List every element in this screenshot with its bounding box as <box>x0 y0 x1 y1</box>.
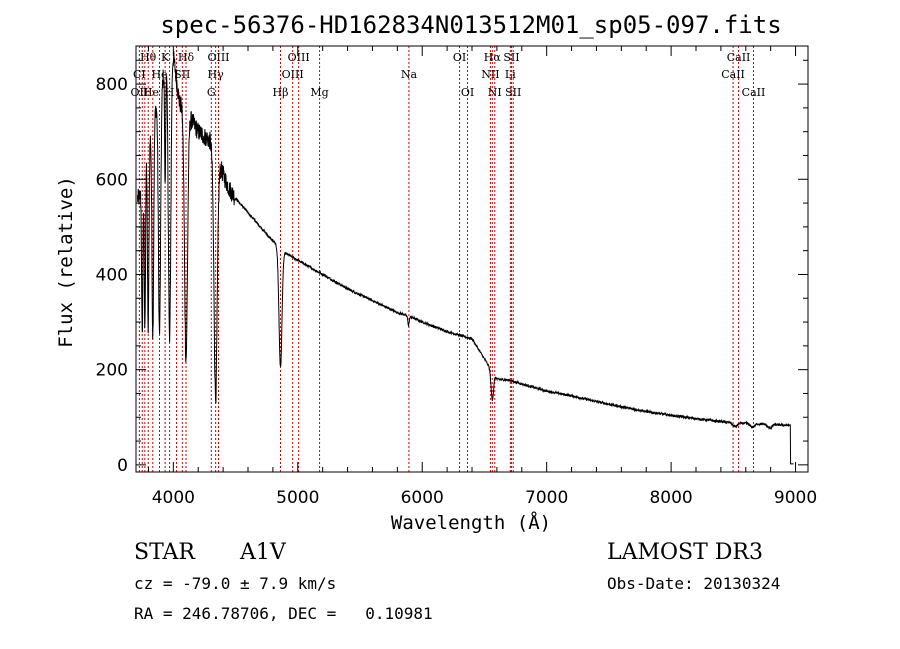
line-label: Li <box>505 68 516 81</box>
line-label: CI <box>133 68 146 81</box>
line-label: OII <box>131 86 149 99</box>
line-label: OIII <box>288 51 310 64</box>
y-tick-label: 800 <box>96 75 128 95</box>
line-label: He <box>151 68 167 81</box>
line-label: CaII <box>742 86 766 99</box>
line-label: OIII <box>207 51 229 64</box>
star-subclass: A1V <box>240 540 286 565</box>
line-label: SII <box>505 86 521 99</box>
x-tick-label: 7000 <box>525 488 568 508</box>
coords-text: RA = 246.78706, DEC = 0.10981 <box>134 604 433 623</box>
line-label: H <box>165 86 175 99</box>
line-label: Mg <box>310 86 328 99</box>
line-markers <box>138 46 754 472</box>
survey-name: LAMOST DR3 <box>607 540 763 565</box>
line-label: CaII <box>721 68 745 81</box>
plot-frame <box>135 45 809 473</box>
y-tick-label: 400 <box>96 265 128 285</box>
redshift-text: cz = -79.0 ± 7.9 km/s <box>134 574 337 593</box>
line-label: Na <box>401 68 418 81</box>
x-tick-label: 9000 <box>774 488 817 508</box>
x-tick-label: 5000 <box>276 488 319 508</box>
y-tick-label: 600 <box>96 170 128 190</box>
line-label: OIII <box>282 68 304 81</box>
line-label: SII <box>503 51 519 64</box>
line-label: Hγ <box>208 68 225 81</box>
star-class: STAR <box>134 540 195 565</box>
chart-title: spec-56376-HD162834N013512M01_sp05-097.f… <box>160 11 781 39</box>
line-label: Hδ <box>178 51 195 64</box>
line-label: OI <box>453 51 466 64</box>
x-tick-label: 8000 <box>649 488 692 508</box>
obs-date-text: Obs-Date: 20130324 <box>607 574 781 593</box>
x-tick-label: 4000 <box>152 488 195 508</box>
x-axis-label: Wavelength (Å) <box>391 511 551 534</box>
spectrum-line <box>137 51 794 465</box>
y-axis-label: Flux (relative) <box>55 176 77 348</box>
line-label: CaII <box>727 51 751 64</box>
line-label: SII <box>174 68 190 81</box>
line-label: Hθ <box>140 51 157 64</box>
line-label: K <box>161 51 170 64</box>
axis-ticks: 4000 5000 6000 7000 8000 9000 0 200 400 600 800 <box>96 46 817 508</box>
line-label: NII <box>481 68 499 81</box>
x-tick-label: 6000 <box>401 488 444 508</box>
line-label: OI <box>461 86 474 99</box>
line-label: He <box>143 86 159 99</box>
line-label: G <box>207 86 216 99</box>
line-label: NI <box>488 86 502 99</box>
y-tick-label: 0 <box>117 456 128 476</box>
y-tick-label: 200 <box>96 361 128 381</box>
line-label: Hβ <box>273 86 289 99</box>
line-label: Hα <box>484 51 502 64</box>
